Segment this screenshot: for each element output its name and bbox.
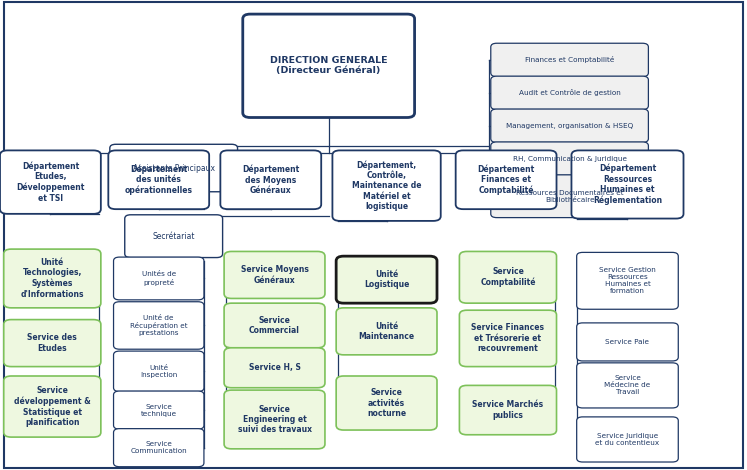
Text: Service Juridique
et du contentieux: Service Juridique et du contentieux	[595, 433, 660, 446]
Text: Ressources Documentaires et
Bibliothécaire: Ressources Documentaires et Bibliothécai…	[515, 190, 624, 203]
Text: Service
activités
nocturne: Service activités nocturne	[367, 388, 406, 418]
Text: Service
développement &
Statistique et
planification: Service développement & Statistique et p…	[14, 386, 90, 427]
FancyBboxPatch shape	[577, 417, 678, 462]
FancyBboxPatch shape	[114, 302, 204, 349]
Text: Service Moyens
Généraux: Service Moyens Généraux	[241, 265, 309, 285]
FancyBboxPatch shape	[336, 308, 437, 355]
FancyBboxPatch shape	[224, 251, 325, 298]
FancyBboxPatch shape	[459, 251, 557, 303]
FancyBboxPatch shape	[4, 249, 101, 308]
Text: DIRECTION GENERALE
(Directeur Général): DIRECTION GENERALE (Directeur Général)	[270, 56, 388, 76]
FancyBboxPatch shape	[336, 256, 437, 303]
Text: Département
des Moyens
Généraux: Département des Moyens Généraux	[242, 164, 300, 195]
Text: Finances et Comptabilité: Finances et Comptabilité	[525, 56, 614, 63]
Text: Département
Ressources
Humaines et
Réglementation: Département Ressources Humaines et Régle…	[593, 164, 662, 205]
FancyBboxPatch shape	[577, 323, 678, 361]
FancyBboxPatch shape	[125, 215, 223, 258]
FancyBboxPatch shape	[224, 303, 325, 348]
Text: Service H, S: Service H, S	[249, 363, 300, 372]
Text: Service
technique: Service technique	[140, 404, 177, 416]
Text: Service
Communication: Service Communication	[131, 441, 187, 454]
Text: Unité
Logistique: Unité Logistique	[364, 270, 409, 290]
FancyBboxPatch shape	[459, 310, 557, 367]
Text: Département
Finances et
Comptabilité: Département Finances et Comptabilité	[477, 164, 535, 195]
Text: Unité de
Récupération et
prestations: Unité de Récupération et prestations	[130, 315, 187, 336]
FancyBboxPatch shape	[4, 376, 101, 437]
FancyBboxPatch shape	[114, 257, 204, 300]
Text: Département
Etudes,
Développement
et TSI: Département Etudes, Développement et TSI	[16, 162, 84, 203]
FancyBboxPatch shape	[491, 175, 648, 218]
Text: Service
Comptabilité: Service Comptabilité	[480, 267, 536, 287]
FancyBboxPatch shape	[571, 150, 684, 219]
Text: Service des
Etudes: Service des Etudes	[28, 333, 77, 353]
FancyBboxPatch shape	[459, 385, 557, 435]
Text: Service Paie: Service Paie	[606, 339, 649, 345]
FancyBboxPatch shape	[114, 429, 204, 467]
Text: Service
Commercial: Service Commercial	[249, 316, 300, 335]
FancyBboxPatch shape	[114, 391, 204, 429]
Text: RH, Communication & Juridique: RH, Communication & Juridique	[512, 156, 627, 162]
Text: Unité
Inspection: Unité Inspection	[140, 365, 177, 378]
Text: Département
des unités
opérationnelles: Département des unités opérationnelles	[125, 164, 193, 195]
Text: Secrétariat: Secrétariat	[152, 232, 195, 241]
FancyBboxPatch shape	[220, 150, 321, 209]
Text: Service Marchés
publics: Service Marchés publics	[472, 400, 544, 420]
Text: Service Finances
et Trésorerie et
recouvrement: Service Finances et Trésorerie et recouv…	[471, 323, 545, 353]
FancyBboxPatch shape	[224, 390, 325, 449]
FancyBboxPatch shape	[224, 348, 325, 388]
Text: Management, organisation & HSEQ: Management, organisation & HSEQ	[506, 123, 633, 129]
FancyBboxPatch shape	[336, 376, 437, 430]
FancyBboxPatch shape	[491, 142, 648, 175]
FancyBboxPatch shape	[110, 144, 238, 192]
FancyBboxPatch shape	[114, 351, 204, 392]
Text: Unité
Maintenance: Unité Maintenance	[359, 321, 415, 341]
FancyBboxPatch shape	[108, 150, 209, 209]
Text: Audit et Contrôle de gestion: Audit et Contrôle de gestion	[518, 89, 621, 96]
Text: Unités de
propreté: Unités de propreté	[142, 271, 176, 286]
FancyBboxPatch shape	[577, 363, 678, 408]
FancyBboxPatch shape	[491, 109, 648, 142]
FancyBboxPatch shape	[577, 252, 678, 309]
Text: Unité
Technologies,
Systèmes
d'Informations: Unité Technologies, Systèmes d'Informati…	[20, 258, 84, 299]
FancyBboxPatch shape	[0, 150, 101, 214]
Text: Département,
Contrôle,
Maintenance de
Matériel et
logistique: Département, Contrôle, Maintenance de Ma…	[352, 160, 421, 211]
Text: Service
Engineering et
suivi des travaux: Service Engineering et suivi des travaux	[238, 405, 311, 434]
FancyBboxPatch shape	[4, 320, 101, 367]
Text: Service
Médecine de
Travail: Service Médecine de Travail	[604, 376, 651, 395]
FancyBboxPatch shape	[243, 14, 415, 118]
Text: Service Gestion
Ressources
Humaines et
formation: Service Gestion Ressources Humaines et f…	[599, 267, 656, 294]
FancyBboxPatch shape	[456, 150, 557, 209]
FancyBboxPatch shape	[491, 43, 648, 77]
FancyBboxPatch shape	[491, 76, 648, 110]
FancyBboxPatch shape	[332, 150, 441, 221]
Text: Assistants Principaux: Assistants Principaux	[133, 164, 214, 172]
